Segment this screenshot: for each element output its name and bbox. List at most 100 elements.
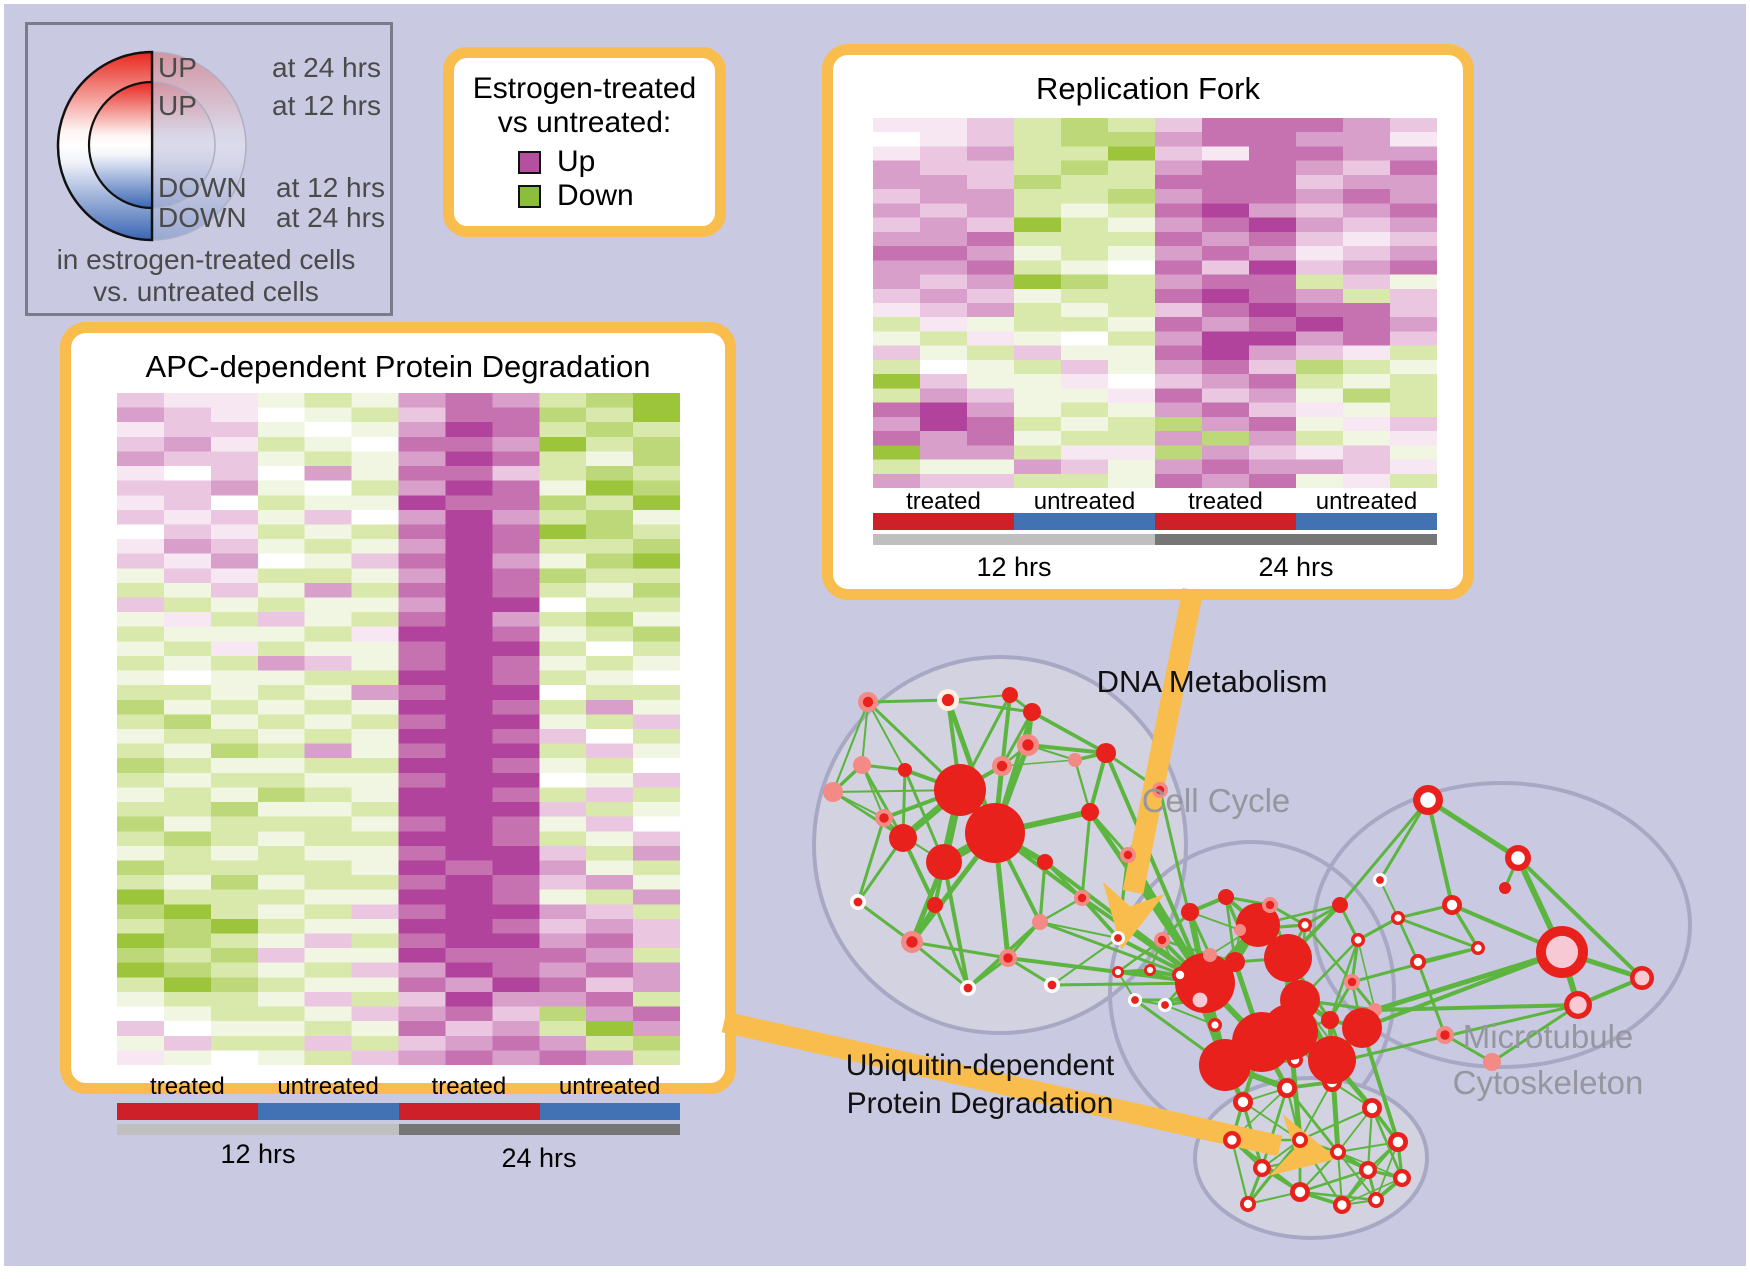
heatmap-cell [492,524,540,540]
heatmap-cell [1249,260,1297,276]
heatmap-cell [633,553,681,569]
heatmap-cell [163,743,212,759]
updown-key-dir-0: UP [158,52,197,83]
heatmap-cell [257,1035,306,1051]
heatmap-cell [586,685,634,701]
heatmap-cell [445,816,493,832]
apc-bar-untreated-24 [540,1103,680,1120]
heatmap-cell [1108,303,1156,318]
heatmap-cell [873,345,921,361]
heatmap-cell [257,436,306,452]
heatmap-cell [1061,217,1109,233]
heatmap-cell [398,582,446,599]
heatmap-cell [1390,231,1438,247]
heatmap-cell [304,831,353,847]
heatmap-cell [967,160,1015,176]
heatmap-cell [257,495,306,511]
heatmap-cell [539,918,587,935]
heatmap-cell [210,962,259,978]
heatmap-cell [1155,359,1203,375]
heatmap-cell [351,436,399,452]
heatmap-cell [1390,160,1438,176]
heatmap-cell [1061,374,1109,389]
heatmap-cell [492,612,540,628]
heatmap-cell [351,1050,399,1066]
heatmap-cell [539,670,587,686]
color-key-title-line2: vs untreated: [497,105,672,139]
heatmap-cell [304,991,353,1008]
heatmap-cell [1108,217,1156,233]
heatmap-cell [257,772,306,788]
rep-bar-untreated-12 [1014,513,1155,530]
heatmap-cell [163,860,212,876]
heatmap-cell [1343,416,1391,432]
heatmap-cell [920,217,968,233]
heatmap-cell [1202,231,1250,247]
updown-key-time-2: at 12 hrs [276,172,384,203]
heatmap-cell [304,480,353,496]
heatmap-cell [351,875,399,891]
heatmap-cell [398,1035,446,1051]
heatmap-cell [586,655,634,672]
heatmap-cell [1390,459,1438,475]
heatmap-cell [117,568,165,584]
heatmap-cell [304,422,353,438]
heatmap-cell [445,758,493,774]
heatmap-cell [445,436,493,452]
heatmap-cell [117,612,165,628]
heatmap-cell [967,331,1015,347]
heatmap-cell [445,626,493,642]
heatmap-cell [1296,132,1344,147]
heatmap-cell [398,568,446,584]
heatmap-cell [445,699,493,715]
heatmap-cell [1202,459,1250,475]
heatmap-cell [1014,146,1062,162]
heatmap-cell [586,626,634,642]
heatmap-cell [1296,246,1344,261]
updown-key-time-3: at 24 hrs [276,202,384,233]
heatmap-cell [1296,260,1344,276]
heatmap-cell [1108,416,1156,432]
heatmap-cell [351,831,399,847]
heatmap-cell [492,626,540,642]
heatmap-cell [210,641,259,657]
heatmap-cell [1343,303,1391,318]
heatmap-cell [117,816,165,832]
heatmap-cell [351,802,399,818]
heatmap-cell [398,933,446,949]
heatmap-cell [351,451,399,467]
heatmap-cell [257,977,306,993]
heatmap-cell [1014,402,1062,418]
heatmap-cell [1249,359,1297,375]
heatmap-cell [163,582,212,599]
heatmap-cell [1061,174,1109,190]
heatmap-cell [633,685,681,701]
heatmap-cell [1202,473,1250,489]
heatmap-cell [1155,189,1203,204]
heatmap-cell [210,524,259,540]
heatmap-cell [1249,431,1297,446]
updown-key-caption-2: vs. untreated cells [93,276,319,307]
apc-treatment-bar [117,1103,680,1120]
heatmap-cell [163,904,212,920]
heatmap-cell [586,436,634,452]
heatmap-cell [257,1021,306,1037]
heatmap-cell [117,772,165,788]
heatmap-cell [210,714,259,730]
heatmap-cell [1014,217,1062,233]
heatmap-cell [398,480,446,496]
heatmap-cell [163,1006,212,1022]
heatmap-cell [873,416,921,432]
heatmap-cell [304,802,353,818]
heatmap-cell [1061,445,1109,461]
heatmap-cell [304,597,353,613]
heatmap-cell [539,685,587,701]
heatmap-cell [445,1035,493,1051]
heatmap-cell [920,473,968,489]
heatmap-cell [586,714,634,730]
heatmap-cell [1249,217,1297,233]
heatmap-cell [1155,402,1203,418]
heatmap-cell [967,274,1015,290]
heatmap-cell [633,933,681,949]
heatmap-cell [539,816,587,832]
